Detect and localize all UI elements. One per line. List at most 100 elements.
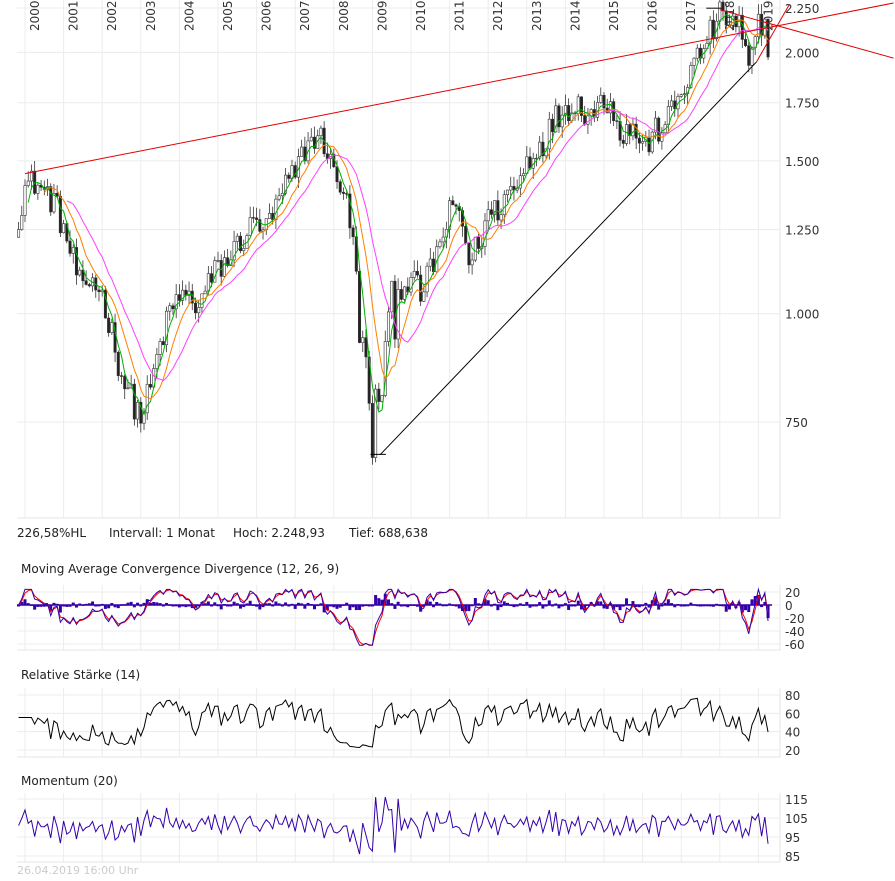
macd-histogram-bar — [496, 605, 500, 611]
timestamp-footer: 26.04.2019 16:00 Uhr — [17, 864, 139, 877]
macd-histogram-bar — [599, 601, 603, 605]
x-tick-label: 2015 — [607, 0, 621, 31]
macd-histogram-bar — [596, 601, 600, 605]
macd-title: Moving Average Convergence Divergence (1… — [21, 562, 339, 576]
candle-body — [312, 136, 316, 149]
x-axis-labels: 2000 2001 2002 2003 2004 2005 2006 2007 2008 2009… — [28, 0, 775, 31]
macd-histogram-bar — [36, 605, 40, 607]
macd-histogram-bar — [760, 605, 764, 608]
macd-histogram-bar — [657, 605, 661, 610]
candle-body — [486, 209, 490, 222]
x-tick-label: 2017 — [684, 0, 698, 31]
macd-histogram-bar — [502, 601, 506, 605]
macd-histogram-bar — [255, 605, 259, 607]
candle-body — [441, 236, 445, 243]
candle-body — [390, 280, 394, 313]
candle-body — [248, 217, 252, 236]
candle-body — [17, 229, 21, 238]
macd-histogram-bar — [435, 602, 439, 605]
macd-line — [18, 587, 769, 646]
macd-histogram-bar — [361, 605, 365, 607]
macd-histogram-bar — [306, 602, 310, 605]
macd-histogram-bar — [390, 603, 394, 605]
candle-body — [36, 184, 40, 194]
x-tick-label: 2003 — [144, 0, 158, 31]
candle-body — [551, 118, 555, 133]
candle-body — [386, 311, 390, 342]
candle-body — [200, 293, 204, 308]
info-low: Tief: 688,638 — [348, 526, 428, 540]
trendline — [24, 2, 894, 175]
candle-body — [399, 289, 403, 300]
candle-body — [155, 354, 159, 369]
candle-body — [708, 19, 712, 44]
macd-histogram-bar — [576, 600, 580, 605]
macd-histogram-bar — [71, 602, 75, 605]
macd-histogram-bar — [621, 605, 625, 607]
macd-histogram-bar — [267, 603, 271, 605]
macd-histogram-bar — [264, 603, 268, 605]
macd-histogram-bar — [155, 602, 159, 605]
candle-body — [673, 100, 677, 110]
x-tick-label: 2013 — [530, 0, 544, 31]
candle-body — [132, 383, 136, 420]
macd-histogram-bar — [618, 605, 622, 611]
candle-body — [528, 156, 532, 169]
candle-body — [454, 204, 458, 207]
candle-body — [409, 277, 413, 293]
candle-body — [467, 242, 471, 266]
candle-body — [496, 200, 500, 221]
y-tick-label: 20 — [785, 586, 800, 600]
macd-histogram-bar — [74, 605, 78, 608]
candle-body — [20, 215, 24, 230]
candle-body — [116, 351, 120, 376]
macd-histogram-bar — [319, 603, 323, 605]
macd-histogram-bar — [747, 605, 751, 613]
candle-body — [203, 290, 207, 295]
macd-histogram-bar — [113, 605, 117, 608]
candle-body — [120, 375, 124, 377]
candle-body — [251, 217, 255, 219]
candle-body — [647, 136, 651, 153]
y-tick-label: 115 — [785, 793, 808, 807]
candle-body — [364, 337, 368, 358]
macd-histogram-bar — [428, 601, 432, 605]
moving-averages — [27, 14, 769, 416]
candle-body — [255, 217, 259, 220]
macd-histogram-bar — [644, 602, 648, 605]
macd-histogram-bar — [126, 602, 130, 605]
candle-body — [747, 45, 751, 66]
y-tick-label: 60 — [785, 707, 800, 721]
macd-histogram-bar — [515, 605, 519, 607]
candle-body — [560, 114, 564, 128]
macd-histogram-bar — [740, 605, 744, 613]
macd-histogram-bar — [245, 603, 249, 605]
candle-body — [541, 141, 545, 157]
candle-body — [641, 141, 645, 144]
macd-histogram-bar — [731, 603, 735, 605]
macd-histogram-bar — [184, 605, 188, 608]
y-tick-label: -40 — [785, 625, 805, 639]
macd-histogram-bar — [132, 605, 136, 608]
macd-histogram-bar — [554, 603, 558, 605]
trendline — [379, 61, 757, 456]
candle-body — [602, 94, 606, 109]
macd-histogram-bar — [415, 605, 419, 607]
candle-body — [567, 105, 571, 122]
macd-histogram-bar — [284, 602, 288, 605]
candle-body — [287, 174, 291, 179]
candle-body — [563, 105, 567, 116]
candle-body — [393, 280, 397, 340]
macd-histogram-bar — [750, 599, 754, 605]
macd-histogram-bar — [277, 603, 281, 605]
macd-histogram-bar — [486, 600, 490, 605]
macd-histogram-bar — [235, 603, 239, 605]
candle-body — [74, 247, 78, 276]
macd-histogram-bar — [158, 603, 162, 605]
candle-body — [58, 195, 62, 234]
x-tick-label: 2007 — [298, 0, 312, 31]
macd-histogram-bar — [634, 605, 638, 607]
candle-body — [489, 209, 493, 215]
macd-histogram-bar — [653, 598, 657, 605]
candle-body — [168, 305, 172, 312]
